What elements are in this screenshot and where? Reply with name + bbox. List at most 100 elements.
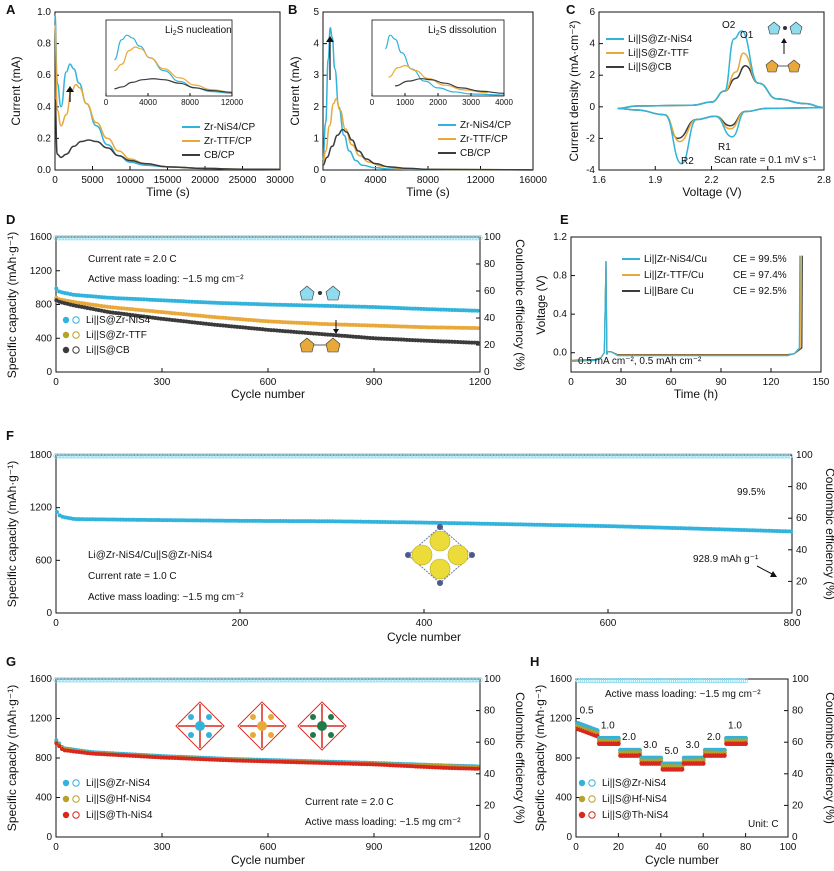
capacity-point xyxy=(372,519,377,524)
ce-point xyxy=(412,234,418,241)
x-tick-label: 20 xyxy=(613,842,625,853)
ce-point xyxy=(256,234,263,241)
ce-point xyxy=(539,453,545,459)
capacity-point xyxy=(204,300,209,305)
y-tick-label: 400 xyxy=(35,333,52,344)
x-tick-label: 60 xyxy=(698,842,710,853)
capacity-point xyxy=(382,336,387,341)
ce-point xyxy=(220,234,226,241)
capacity-point xyxy=(435,325,440,330)
ce-point xyxy=(395,453,401,459)
capacity-point xyxy=(277,319,282,324)
series xyxy=(53,453,794,534)
legend-dot-filled xyxy=(578,779,586,787)
capacity-point xyxy=(300,760,305,765)
capacity-point xyxy=(303,519,308,524)
inset-series: 0 1000 2000 3000 4000 xyxy=(370,34,513,107)
ce-point xyxy=(214,234,220,241)
capacity-point xyxy=(218,300,223,305)
series: 0.5 1.0 2.0 3.0 5.0 3.0 2.0 1.0 xyxy=(575,677,749,772)
capacity-point xyxy=(263,302,268,307)
capacity-point xyxy=(272,519,277,524)
capacity-point xyxy=(469,325,474,330)
ce-point xyxy=(608,453,614,459)
ce-point xyxy=(423,677,429,683)
capacity-point xyxy=(122,753,127,758)
ce-point xyxy=(446,677,452,683)
x-tick-label: 900 xyxy=(366,842,383,853)
ce-point xyxy=(98,234,104,241)
capacity-point xyxy=(54,741,59,746)
capacity-point xyxy=(311,519,316,524)
cv-cathodic-line xyxy=(617,106,825,143)
capacity-point xyxy=(303,760,308,765)
current-rate: Current rate = 2.0 C xyxy=(88,254,177,265)
ce-point xyxy=(152,453,159,459)
ce-point xyxy=(265,453,272,459)
panel-label-C: C xyxy=(566,2,576,17)
panel-label-F: F xyxy=(6,428,14,443)
ce-point xyxy=(447,453,454,459)
ce-point xyxy=(354,453,360,459)
legend-label: Li||S@Zr-NiS4 xyxy=(86,315,151,326)
ce-point xyxy=(130,453,136,459)
capacity-point xyxy=(355,519,360,524)
capacity-point xyxy=(393,305,398,310)
capacity-point xyxy=(402,337,407,342)
capacity-point xyxy=(427,338,432,343)
panel-label-G: G xyxy=(6,654,16,669)
capacity-point xyxy=(433,307,438,312)
ce-point xyxy=(86,453,92,459)
ce-point xyxy=(252,453,258,459)
ce-point xyxy=(729,453,735,459)
capacity-point xyxy=(266,319,271,324)
ce-point xyxy=(710,453,716,459)
capacity-point xyxy=(413,764,418,769)
ce-point xyxy=(434,234,441,241)
rate-capacity-point xyxy=(743,741,748,747)
capacity-point xyxy=(379,323,384,328)
ce-point xyxy=(299,234,305,241)
capacity-point xyxy=(396,324,401,329)
capacity-point xyxy=(475,308,480,313)
ce-point xyxy=(177,453,183,459)
ce-point xyxy=(378,234,384,241)
series-line xyxy=(54,98,281,171)
ce-point xyxy=(318,453,324,459)
ce-point xyxy=(217,234,223,241)
ce-point xyxy=(239,677,246,683)
ce-point xyxy=(296,453,302,459)
ce-point xyxy=(369,677,376,683)
x-tick-label: 400 xyxy=(416,618,433,629)
ce-point xyxy=(309,453,316,459)
capacity-point xyxy=(201,757,206,762)
ce-point xyxy=(268,234,274,241)
ce-point xyxy=(240,453,247,459)
ce-point xyxy=(228,677,234,683)
ticks: 0 30 60 90 120 150 0.0 0.4 0.8 1.2 xyxy=(553,232,830,388)
legend: Li||S@Zr-NiS4 Li||S@Hf-NiS4 Li||S@Th-NiS4 xyxy=(62,778,153,821)
x-tick-label: 4000 xyxy=(364,175,387,186)
ce-point xyxy=(558,453,564,459)
legend-label: Li||Zr-TTF/Cu xyxy=(644,270,704,281)
ce-point xyxy=(218,453,225,459)
capacity-point xyxy=(418,325,423,330)
capacity-point xyxy=(54,510,59,515)
ce-point xyxy=(95,234,102,241)
voltage-trace xyxy=(570,255,801,362)
capacity-point xyxy=(424,307,429,312)
ce-point xyxy=(550,453,556,459)
ce-point xyxy=(432,677,438,683)
ce-point xyxy=(163,453,170,459)
ce-point xyxy=(375,677,381,683)
ce-point xyxy=(384,234,390,241)
ce-point xyxy=(338,234,345,241)
capacity-point xyxy=(283,759,288,764)
ce-point xyxy=(451,677,458,683)
arrow-head xyxy=(66,86,74,92)
capacity-point xyxy=(144,297,149,302)
capacity-point xyxy=(407,764,412,769)
y2-tick-label: 0 xyxy=(792,832,798,843)
ce-point xyxy=(505,453,512,459)
ce-point xyxy=(372,677,379,683)
